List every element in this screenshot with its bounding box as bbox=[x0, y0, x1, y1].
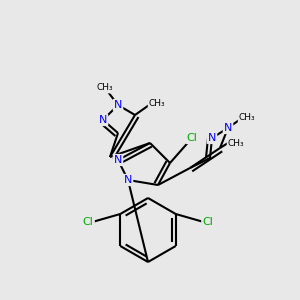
Text: N: N bbox=[124, 175, 132, 185]
Text: N: N bbox=[208, 133, 216, 143]
Text: Cl: Cl bbox=[202, 217, 213, 227]
Text: CH₃: CH₃ bbox=[239, 113, 255, 122]
Text: Cl: Cl bbox=[187, 133, 197, 143]
Text: CH₃: CH₃ bbox=[228, 139, 244, 148]
Text: Cl: Cl bbox=[83, 217, 94, 227]
Text: N: N bbox=[114, 100, 122, 110]
Text: CH₃: CH₃ bbox=[149, 98, 165, 107]
Text: N: N bbox=[224, 123, 232, 133]
Text: N: N bbox=[114, 155, 122, 165]
Text: N: N bbox=[99, 115, 107, 125]
Text: CH₃: CH₃ bbox=[97, 83, 113, 92]
